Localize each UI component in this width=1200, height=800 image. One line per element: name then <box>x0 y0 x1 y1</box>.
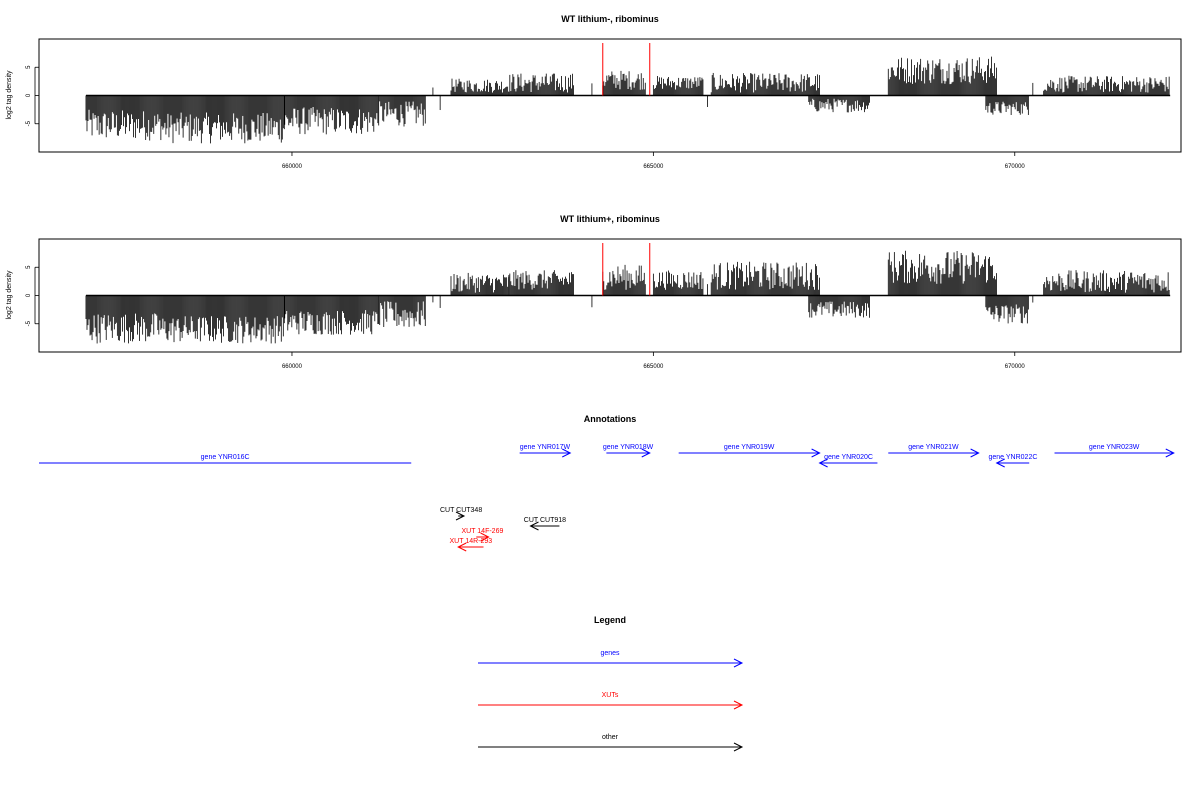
legend-title: Legend <box>594 615 626 625</box>
feature-label: gene YNR023W <box>1089 444 1140 451</box>
feature-arrowhead <box>480 532 490 542</box>
x-tick-label: 665000 <box>643 164 664 170</box>
density-bars <box>85 56 1171 144</box>
marker-lines <box>602 243 651 296</box>
y-axis: -5 0 5 <box>26 65 39 126</box>
legend-arrowhead <box>733 700 744 710</box>
legend-item: genes <box>478 650 744 668</box>
legend-item: XUTs <box>478 692 744 710</box>
x-tick-label: 660000 <box>282 164 303 170</box>
annotation-feature: gene YNR019W <box>678 444 821 458</box>
panel-wt-lithium-plus: WT lithium+, ribominus -5 0 5 660000 665000… <box>6 214 1182 370</box>
feature-label: gene YNR017W <box>520 444 571 451</box>
feature-label: gene YNR022C <box>988 454 1037 461</box>
density-bars <box>85 250 1171 344</box>
annotation-feature: gene YNR020C <box>818 454 878 468</box>
legend-label: other <box>602 734 619 741</box>
x-tick-label: 660000 <box>282 364 303 370</box>
legend-arrowhead <box>733 658 744 668</box>
marker-lines <box>602 43 651 96</box>
x-axis: 660000 665000 670000 <box>282 152 1025 170</box>
feature-label: XUT 14R-293 <box>450 538 493 545</box>
legend-label: genes <box>600 650 620 657</box>
feature-arrowhead <box>1165 448 1175 458</box>
feature-arrowhead <box>995 458 1005 468</box>
annotation-features: gene YNR016C gene YNR017W gene YNR018W gene… <box>39 444 1175 552</box>
feature-label: XUT 14F-269 <box>461 528 503 535</box>
annotation-feature: CUT CUT348 <box>440 507 482 521</box>
panel-wt-lithium-minus: WT lithium-, ribominus -5 0 5 660000 665000… <box>6 14 1182 170</box>
feature-arrowhead <box>529 521 539 531</box>
panel-title: WT lithium+, ribominus <box>560 214 660 224</box>
feature-label: CUT CUT918 <box>524 517 566 524</box>
annotation-feature: gene YNR018W <box>603 444 654 458</box>
y-tick-label: 5 <box>26 65 32 69</box>
y-axis-label: log2 tag density <box>6 270 13 320</box>
annotation-feature: gene YNR021W <box>888 444 980 458</box>
annotation-feature: gene YNR017W <box>519 444 572 458</box>
y-tick-label: -5 <box>26 320 32 326</box>
feature-label: gene YNR020C <box>824 454 873 461</box>
x-axis: 660000 665000 670000 <box>282 352 1025 370</box>
feature-label: CUT CUT348 <box>440 507 482 514</box>
feature-arrowhead <box>811 448 821 458</box>
feature-label: gene YNR019W <box>724 444 775 451</box>
x-tick-label: 670000 <box>1005 364 1026 370</box>
x-tick-label: 665000 <box>643 364 664 370</box>
y-axis: -5 0 5 <box>26 265 39 326</box>
legend-label: XUTs <box>602 692 619 699</box>
legend-panel: Legend genes XUTs other <box>478 615 744 752</box>
panel-title: WT lithium-, ribominus <box>561 14 659 24</box>
y-tick-label: 5 <box>26 265 32 269</box>
legend-items: genes XUTs other <box>478 650 744 752</box>
y-axis-label: log2 tag density <box>6 70 13 120</box>
feature-label: gene YNR016C <box>201 454 250 461</box>
annotations-title: Annotations <box>584 414 637 424</box>
feature-arrowhead <box>457 542 467 552</box>
feature-label: gene YNR018W <box>603 444 654 451</box>
feature-arrowhead <box>562 448 572 458</box>
annotation-feature: XUT 14F-269 <box>461 528 503 542</box>
annotation-feature: XUT 14R-293 <box>450 538 493 552</box>
annotation-feature: CUT CUT918 <box>524 517 566 531</box>
feature-arrowhead <box>641 448 651 458</box>
annotation-feature: gene YNR023W <box>1054 444 1175 458</box>
feature-arrowhead <box>818 458 828 468</box>
legend-arrowhead <box>733 742 744 752</box>
feature-label: gene YNR021W <box>908 444 959 451</box>
legend-item: other <box>478 734 744 752</box>
feature-arrowhead <box>970 448 980 458</box>
feature-arrowhead <box>455 511 466 521</box>
y-tick-label: -5 <box>26 120 32 126</box>
annotation-feature: gene YNR016C <box>39 454 412 464</box>
x-tick-label: 670000 <box>1005 164 1026 170</box>
annotation-feature: gene YNR022C <box>988 454 1037 468</box>
y-tick-label: 0 <box>26 293 32 297</box>
y-tick-label: 0 <box>26 93 32 97</box>
